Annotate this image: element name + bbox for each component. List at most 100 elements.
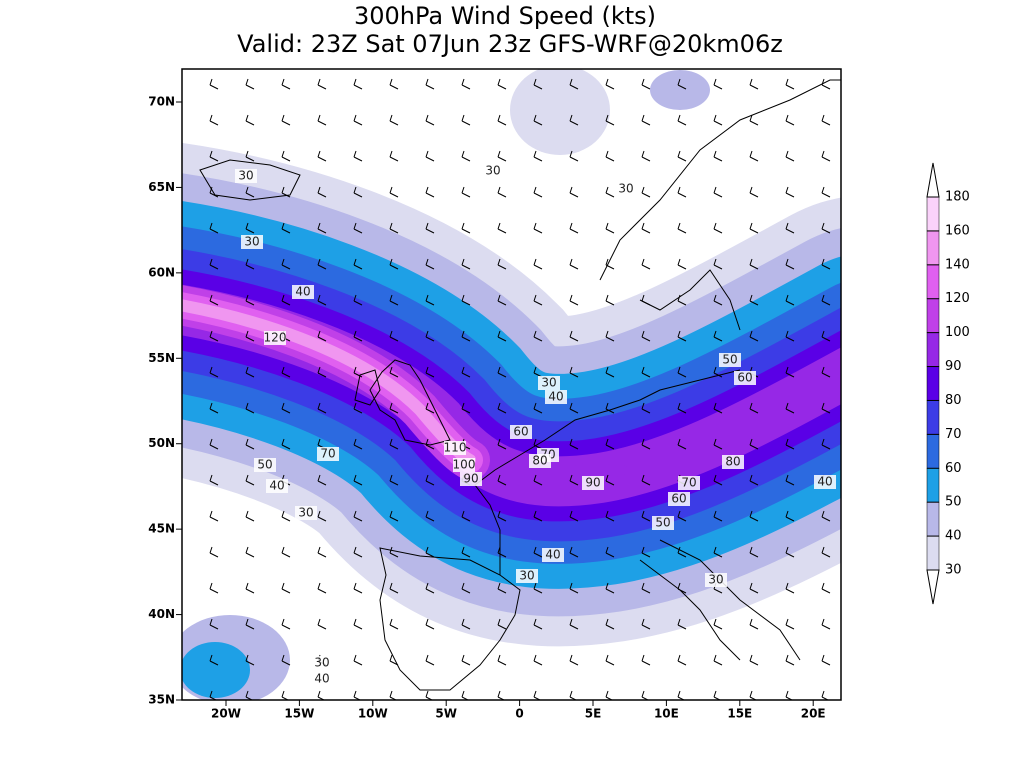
wind-barb <box>749 330 759 342</box>
contour-label: 30 <box>298 506 313 520</box>
wind-barb <box>317 330 327 342</box>
wind-barb <box>605 330 615 342</box>
wind-barb <box>713 222 723 234</box>
wind-barb <box>749 186 759 198</box>
wind-barb <box>389 438 399 450</box>
wind-barb <box>497 510 507 522</box>
wind-barb <box>317 78 327 90</box>
wind-barb <box>821 402 831 414</box>
wind-barb <box>281 618 291 630</box>
wind-barb <box>749 294 759 306</box>
wind-barb <box>353 294 363 306</box>
contour-label: 80 <box>725 455 740 469</box>
wind-barb <box>389 618 399 630</box>
wind-barb <box>821 330 831 342</box>
wind-barb <box>389 150 399 162</box>
wind-barb <box>785 618 795 630</box>
contour-label-bg <box>317 447 339 461</box>
wind-barb <box>425 402 435 414</box>
wind-barb <box>677 330 687 342</box>
wind-barb <box>353 654 363 666</box>
contour-label-bg <box>311 672 333 686</box>
wind-barb <box>353 474 363 486</box>
x-tick-label: 20W <box>211 707 241 721</box>
wind-barb <box>425 222 435 234</box>
contour-label: 110 <box>444 441 467 455</box>
wind-barb <box>497 690 506 700</box>
wind-barb <box>353 402 363 414</box>
wind-barb <box>533 294 543 306</box>
wind-barb <box>461 222 471 234</box>
wind-barb <box>281 402 291 414</box>
wind-barb <box>605 402 615 414</box>
wind-barb <box>677 258 687 270</box>
wind-barb <box>209 222 219 234</box>
colorbar-band <box>926 230 940 266</box>
wind-barb <box>209 150 219 162</box>
y-tick-label: 70N <box>148 95 175 109</box>
contour-label: 30 <box>485 164 500 178</box>
wind-barb <box>821 114 831 126</box>
contour-label: 30 <box>708 573 723 587</box>
wind-barb <box>569 366 579 378</box>
wind-barb <box>425 474 435 486</box>
wind-barb <box>533 402 543 414</box>
wind-barb <box>389 690 398 700</box>
contour-label-bg <box>652 516 674 530</box>
colorbar-band <box>926 332 940 367</box>
wind-barb <box>713 690 722 700</box>
contour-label-bg <box>545 390 567 404</box>
wind-barb <box>569 222 579 234</box>
contour-label: 70 <box>320 447 335 461</box>
wind-barb <box>353 258 363 270</box>
y-tick-label: 50N <box>148 436 175 450</box>
colorbar-band <box>926 468 940 503</box>
map-frame <box>181 68 842 701</box>
wind-barb <box>785 330 795 342</box>
wind-barb <box>785 546 795 558</box>
wind-barb <box>461 402 471 414</box>
wind-barb <box>569 330 579 342</box>
wind-barb <box>749 402 759 414</box>
x-tick-label: 20E <box>801 707 826 721</box>
wind-barb <box>353 438 363 450</box>
wind-barb <box>749 258 759 270</box>
wind-barb <box>209 330 219 342</box>
wind-barb <box>317 510 327 522</box>
contour-label: 120 <box>264 331 287 345</box>
wind-barb <box>641 222 651 234</box>
wind-barb <box>677 294 687 306</box>
contour-label-bg <box>529 454 551 468</box>
wind-barb <box>641 654 651 666</box>
wind-barb <box>461 186 471 198</box>
contour-label: 30 <box>519 569 534 583</box>
wind-barb <box>497 294 507 306</box>
wind-barb <box>569 438 579 450</box>
wind-barb <box>821 258 831 270</box>
wind-barb <box>713 78 723 90</box>
wind-barb <box>317 546 327 558</box>
wind-barb <box>569 114 579 126</box>
wind-barb <box>281 150 291 162</box>
contour-label-bg <box>668 492 690 506</box>
colorbar-label: 140 <box>945 257 970 272</box>
wind-barb <box>461 582 471 594</box>
wind-barb <box>461 258 471 270</box>
colorbar-band <box>926 501 940 537</box>
wind-barb <box>317 690 326 700</box>
contour-label: 40 <box>314 672 329 686</box>
wind-barb <box>677 438 687 450</box>
colorbar-label: 160 <box>945 223 970 238</box>
contour-label-bg <box>266 479 288 493</box>
contour-label-bg <box>241 235 263 249</box>
wind-barb <box>749 150 759 162</box>
colorbar-band <box>926 535 940 571</box>
wind-barb <box>821 582 831 594</box>
colorbar-label: 60 <box>945 461 962 476</box>
wind-barb <box>785 510 795 522</box>
wind-barb <box>641 258 651 270</box>
wind-barb <box>281 438 291 450</box>
wind-barb <box>389 474 399 486</box>
wind-barb <box>605 654 615 666</box>
wind-barb <box>281 78 291 90</box>
